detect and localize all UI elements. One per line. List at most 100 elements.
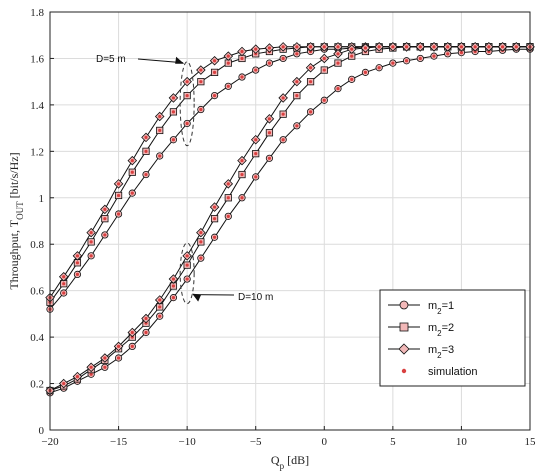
simulation-dot xyxy=(199,68,203,72)
simulation-dot xyxy=(103,233,107,237)
simulation-dot xyxy=(185,121,189,126)
simulation-dot xyxy=(473,45,477,49)
simulation-dot xyxy=(336,87,340,91)
simulation-dot xyxy=(199,80,203,84)
simulation-dot xyxy=(254,152,258,156)
simulation-dot xyxy=(295,124,299,128)
simulation-dot xyxy=(226,61,230,65)
x-axis-label: Qp [dB] xyxy=(271,453,309,471)
simulation-dot xyxy=(281,112,285,116)
simulation-dot xyxy=(459,45,464,49)
simulation-dot xyxy=(212,94,217,98)
x-tick-label: 5 xyxy=(390,436,396,448)
simulation-dot xyxy=(89,231,93,235)
simulation-dot xyxy=(212,217,217,221)
simulation-dot xyxy=(212,59,217,63)
simulation-dot xyxy=(226,182,230,186)
simulation-dot xyxy=(116,344,121,348)
simulation-dot xyxy=(144,316,148,321)
series-line xyxy=(49,46,530,303)
simulation-dot xyxy=(336,52,340,56)
legend-item-diamond: m2=3 xyxy=(388,343,454,360)
simulation-dot xyxy=(267,61,272,65)
simulation-dot xyxy=(254,47,258,51)
simulation-dot xyxy=(226,54,230,58)
simulation-dot xyxy=(254,68,258,72)
simulation-dot xyxy=(89,365,93,369)
simulation-dot xyxy=(281,96,285,100)
simulation-dot xyxy=(62,381,66,386)
series-line xyxy=(49,46,530,298)
simulation-dot xyxy=(199,231,203,235)
simulation-dot xyxy=(199,240,203,244)
simulation-dot xyxy=(89,240,93,244)
legend-simulation-dot xyxy=(401,368,407,374)
simulation-dot xyxy=(432,54,436,58)
series-layer xyxy=(45,42,535,397)
simulation-dot xyxy=(171,138,176,142)
y-axis-label: Throughput, TOUT [bit/s/Hz] xyxy=(7,152,25,289)
simulation-dot xyxy=(295,80,299,84)
simulation-dot xyxy=(158,114,162,119)
simulation-dot xyxy=(350,77,354,81)
legend-label: m2=3 xyxy=(428,344,454,360)
simulation-dot xyxy=(62,275,66,279)
simulation-dot xyxy=(185,263,189,267)
simulation-dot xyxy=(240,159,244,163)
diamond-marker xyxy=(398,343,410,355)
y-tick-label: 1.4 xyxy=(30,100,44,112)
series-diamond-d10 xyxy=(45,42,535,396)
series-circle-d5 xyxy=(46,43,534,313)
y-tick-label: 0 xyxy=(39,425,45,437)
simulation-dot xyxy=(267,131,272,135)
annotation-d5-label: D=5 m xyxy=(96,54,126,65)
y-tick-label: 1.8 xyxy=(30,7,44,19)
legend-label: simulation xyxy=(428,366,478,378)
simulation-dot xyxy=(171,110,176,114)
simulation-dot xyxy=(199,256,203,260)
simulation-dot xyxy=(254,175,258,179)
simulation-dot xyxy=(377,66,381,70)
legend-label: m2=2 xyxy=(428,322,454,338)
simulation-dot xyxy=(130,170,134,174)
simulation-dot xyxy=(240,49,244,54)
simulation-dot xyxy=(487,45,491,49)
simulation-dot xyxy=(75,272,80,277)
x-tick-label: −5 xyxy=(250,436,262,448)
legend: m2=1 m2=2 m2=3 simulation xyxy=(379,289,526,387)
simulation-dot xyxy=(226,84,230,88)
simulation-dot xyxy=(336,61,340,65)
simulation-dot xyxy=(75,261,80,265)
x-tick-label: 0 xyxy=(322,436,328,448)
x-tick-label: −20 xyxy=(41,436,59,448)
simulation-dot xyxy=(363,70,368,74)
simulation-dot xyxy=(103,217,107,221)
ticks: −20 −15 −10 −5 0 5 10 15 0 0.2 0.4 0.6 0.8 1 1.2 1.4 1.6… xyxy=(30,7,536,448)
x-tick-label: 15 xyxy=(525,436,537,448)
simulation-dot xyxy=(130,159,134,163)
simulation-dot xyxy=(130,191,134,195)
simulation-dot xyxy=(144,149,148,153)
simulation-dot xyxy=(514,45,518,49)
simulation-dot xyxy=(212,235,217,239)
simulation-dot xyxy=(158,298,162,302)
d10-ellipse xyxy=(179,242,195,305)
simulation-dot xyxy=(281,138,285,142)
y-tick-label: 1.2 xyxy=(30,146,44,158)
simulation-dot xyxy=(418,56,422,61)
simulation-dot xyxy=(199,107,203,112)
simulation-dot xyxy=(171,296,176,300)
simulation-dot xyxy=(62,291,66,295)
simulation-dot xyxy=(144,172,148,177)
simulation-dot xyxy=(103,365,107,369)
simulation-dot xyxy=(130,344,134,348)
square-marker xyxy=(399,322,409,332)
simulation-dot xyxy=(62,282,66,286)
simulation-dot xyxy=(240,75,244,79)
simulation-dot xyxy=(185,80,189,84)
simulation-dot xyxy=(171,284,176,288)
simulation-dot xyxy=(281,56,285,61)
simulation-dot xyxy=(363,46,368,50)
legend-label: m2=1 xyxy=(428,300,454,316)
